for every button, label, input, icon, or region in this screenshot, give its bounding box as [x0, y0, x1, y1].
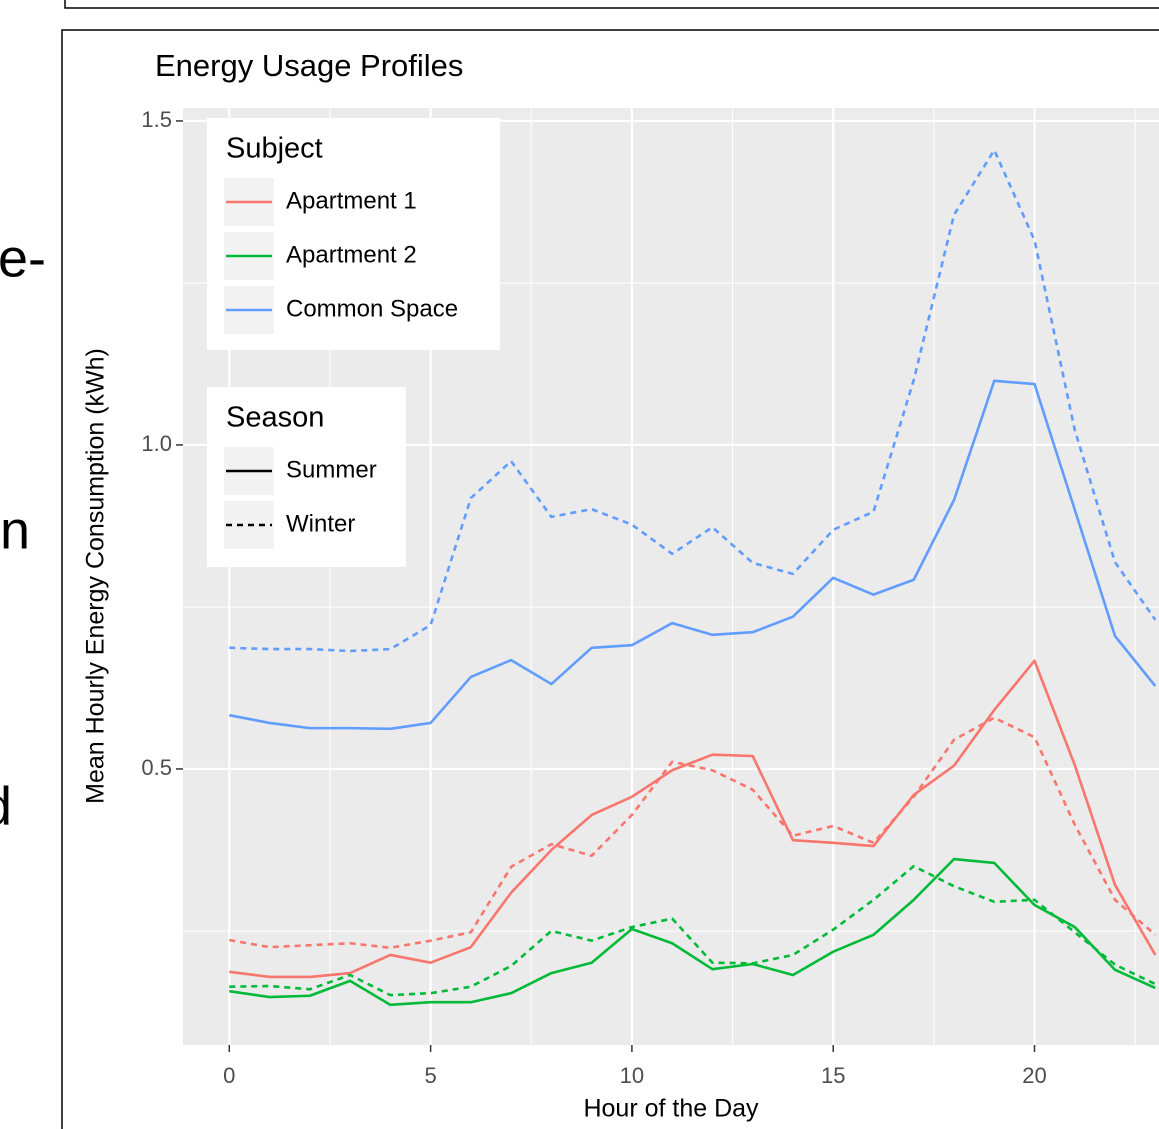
- legend-label: Apartment 1: [286, 187, 417, 214]
- series-line: [229, 659, 1157, 979]
- series-line: [229, 716, 1157, 950]
- x-tick-label: 20: [1022, 1063, 1046, 1088]
- top-box: [64, 0, 1159, 9]
- y-tick-label: 1.5: [141, 107, 172, 132]
- y-axis-title: Mean Hourly Energy Consumption (kWh): [82, 348, 110, 804]
- legend-label: Winter: [286, 510, 355, 537]
- legend-label: Apartment 2: [286, 241, 417, 268]
- x-tick-label: 15: [821, 1063, 845, 1088]
- x-tick-label: 5: [424, 1063, 436, 1088]
- side-text: e-: [0, 228, 46, 288]
- x-axis-title: Hour of the Day: [583, 1095, 759, 1123]
- y-tick-label: 1.0: [141, 431, 172, 456]
- series-line: [229, 379, 1157, 731]
- y-tick-label: 0.5: [141, 755, 172, 780]
- x-tick-label: 10: [620, 1063, 644, 1088]
- series-line: [229, 857, 1156, 1007]
- legend-label: Summer: [286, 456, 377, 483]
- x-tick-label: 0: [223, 1063, 235, 1088]
- series-line: [229, 148, 1157, 653]
- legend-title: Season: [226, 402, 324, 434]
- legend-label: Common Space: [286, 295, 458, 322]
- side-text: d: [0, 776, 12, 836]
- chart-title: Energy Usage Profiles: [155, 48, 463, 83]
- side-text: n: [0, 500, 30, 560]
- series-line: [229, 864, 1156, 997]
- legend-title: Subject: [226, 133, 323, 165]
